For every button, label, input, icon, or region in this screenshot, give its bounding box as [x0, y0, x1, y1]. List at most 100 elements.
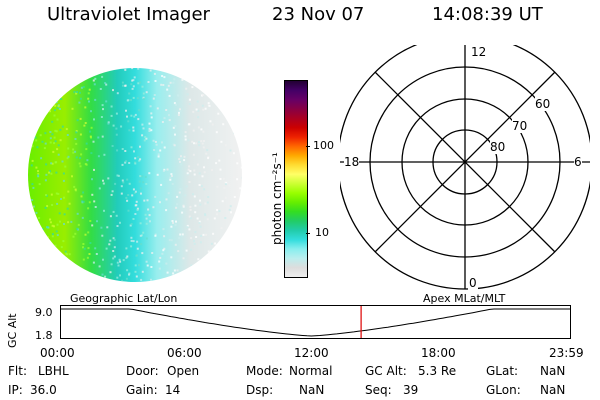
disk-speckle	[78, 272, 81, 274]
disk-speckle	[111, 190, 114, 193]
disk-speckle	[115, 133, 118, 136]
disk-speckle	[107, 121, 110, 124]
disk-speckle	[144, 175, 147, 178]
disk-speckle	[81, 216, 84, 219]
dsp-label: Dsp:	[246, 383, 274, 397]
disk-speckle	[176, 203, 179, 206]
colorbar-tick-10	[306, 233, 310, 234]
disk-speckle	[132, 79, 135, 82]
disk-speckle	[163, 146, 166, 149]
disk-speckle	[173, 144, 176, 147]
flt-label: Flt:	[8, 364, 27, 378]
disk-speckle	[179, 110, 182, 113]
disk-speckle	[238, 253, 241, 255]
disk-speckle	[49, 218, 52, 221]
disk-speckle	[79, 157, 82, 159]
disk-speckle	[34, 215, 37, 218]
disk-speckle	[204, 214, 207, 217]
disk-speckle	[59, 139, 62, 142]
disk-speckle	[163, 76, 166, 79]
disk-speckle	[30, 136, 33, 139]
disk-speckle	[36, 271, 38, 274]
disk-speckle	[142, 127, 145, 130]
disk-speckle	[188, 215, 191, 218]
disk-speckle	[203, 188, 206, 191]
disk-speckle	[157, 155, 160, 158]
disk-speckle	[31, 199, 34, 201]
disk-speckle	[184, 131, 187, 134]
disk-speckle	[51, 235, 54, 238]
disk-speckle	[113, 255, 116, 258]
disk-speckle	[127, 120, 130, 123]
disk-speckle	[132, 96, 135, 99]
disk-speckle	[78, 162, 81, 165]
disk-speckle	[92, 79, 95, 82]
disk-speckle	[157, 65, 159, 67]
disk-speckle	[159, 149, 162, 152]
disk-speckle	[113, 246, 116, 249]
disk-speckle	[103, 209, 105, 212]
disk-speckle	[134, 162, 137, 165]
disk-speckle	[95, 253, 98, 255]
disk-speckle	[182, 204, 185, 207]
disk-speckle	[130, 83, 133, 86]
disk-speckle	[207, 278, 210, 280]
disk-speckle	[56, 202, 59, 205]
disk-speckle	[99, 88, 102, 90]
disk-speckle	[51, 233, 54, 236]
disk-speckle	[177, 94, 180, 97]
disk-speckle	[235, 246, 237, 248]
disk-speckle	[62, 71, 65, 74]
disk-speckle	[67, 221, 70, 224]
disk-speckle	[48, 171, 51, 174]
disk-speckle	[134, 264, 137, 267]
disk-speckle	[148, 127, 151, 130]
disk-speckle	[133, 192, 136, 195]
disk-speckle	[51, 133, 54, 136]
disk-speckle	[233, 131, 236, 134]
disk-speckle	[235, 241, 238, 244]
disk-speckle	[198, 141, 200, 144]
disk-speckle	[165, 262, 168, 265]
disk-speckle	[207, 196, 210, 198]
disk-speckle	[184, 135, 187, 138]
disk-speckle	[101, 234, 104, 237]
disk-speckle	[140, 278, 143, 281]
disk-speckle	[216, 259, 219, 262]
disk-speckle	[211, 71, 214, 74]
disk-speckle	[67, 190, 70, 193]
disk-speckle	[57, 192, 60, 195]
disk-speckle	[136, 207, 139, 210]
disk-speckle	[44, 81, 47, 84]
disk-speckle	[140, 281, 143, 282]
disk-speckle	[29, 122, 31, 124]
disk-speckle	[190, 264, 193, 267]
disk-speckle	[176, 195, 179, 198]
glat-value: NaN	[540, 364, 566, 378]
disk-speckle	[87, 92, 90, 95]
disk-speckle	[181, 233, 184, 236]
disk-speckle	[88, 253, 91, 255]
disk-speckle	[193, 70, 195, 73]
disk-speckle	[195, 108, 198, 111]
disk-speckle	[140, 192, 142, 195]
disk-speckle	[128, 129, 131, 132]
disk-speckle	[85, 142, 88, 145]
disk-speckle	[125, 247, 128, 250]
disk-speckle	[145, 137, 148, 140]
disk-speckle	[46, 276, 48, 279]
disk-speckle	[174, 243, 177, 246]
disk-speckle	[64, 250, 67, 253]
disk-speckle	[74, 188, 77, 191]
disk-speckle	[88, 273, 91, 276]
disk-speckle	[139, 145, 141, 148]
disk-speckle	[234, 65, 236, 67]
disk-speckle	[71, 175, 73, 178]
disk-speckle	[58, 72, 61, 75]
disk-speckle	[137, 156, 140, 158]
disk-speckle	[28, 238, 30, 241]
disk-speckle	[188, 103, 191, 105]
disk-speckle	[142, 97, 145, 100]
seq-label: Seq:	[365, 383, 392, 397]
disk-speckle	[52, 150, 55, 153]
